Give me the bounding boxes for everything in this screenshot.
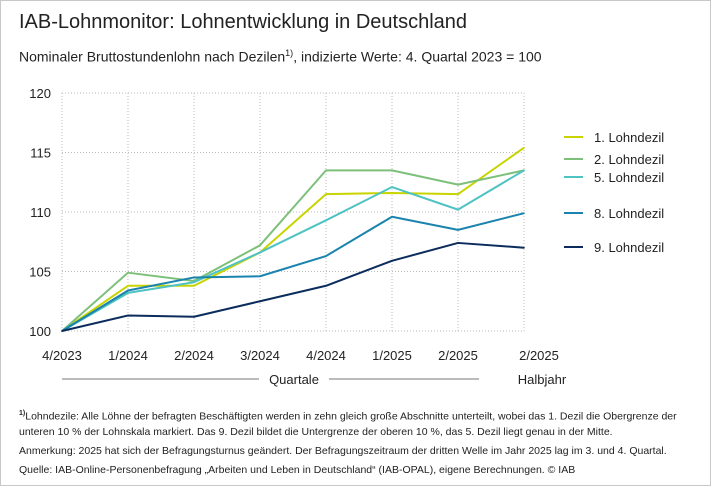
data-point	[523, 212, 525, 214]
data-point	[259, 275, 261, 278]
y-tick-label: 115	[30, 146, 51, 161]
data-point	[259, 244, 261, 247]
series-line-4	[61, 212, 525, 332]
legend-label: 1. Lohndezil	[594, 130, 664, 145]
subtitle-text: Nominaler Bruttostundenlohn nach Dezilen	[19, 48, 286, 65]
x-tick-label: 2/2025	[438, 348, 478, 363]
data-point	[259, 300, 261, 303]
data-point	[325, 284, 327, 287]
data-point	[193, 284, 195, 287]
data-point	[127, 314, 129, 317]
series-line-2	[61, 169, 525, 332]
y-tick-label: 110	[30, 205, 51, 220]
y-tick-label: 120	[29, 86, 51, 101]
x-tick-label: 2/2025	[519, 348, 559, 363]
y-tick-label: 100	[29, 324, 51, 339]
data-point	[127, 292, 129, 294]
data-point	[325, 193, 327, 195]
data-point	[523, 169, 525, 172]
legend-label: 8. Lohndezil	[594, 206, 664, 221]
group-label-quartale: Quartale	[269, 372, 319, 387]
data-point	[457, 229, 459, 231]
series-line-3	[61, 169, 525, 332]
data-point	[523, 146, 525, 149]
data-point	[457, 242, 459, 244]
footnote-text: Lohndezile: Alle Löhne der befragten Bes…	[19, 410, 677, 438]
legend-label: 9. Lohndezil	[594, 240, 664, 255]
x-tick-label: 4/2024	[306, 348, 346, 363]
subtitle-footnote-mark: 1)	[285, 48, 294, 58]
data-point	[457, 183, 459, 186]
data-point	[391, 259, 393, 262]
data-point	[325, 255, 327, 257]
data-point	[127, 289, 129, 292]
series-line-5	[61, 241, 525, 332]
data-point	[325, 219, 327, 222]
x-tick-label: 3/2024	[240, 348, 280, 363]
data-point	[457, 193, 459, 195]
remark: Anmerkung: 2025 hat sich der Befragungst…	[19, 444, 667, 457]
data-point	[523, 246, 525, 249]
chart-title: IAB-Lohnmonitor: Lohnentwicklung in Deut…	[19, 11, 468, 33]
data-point	[325, 169, 327, 172]
data-point	[193, 281, 195, 284]
x-tick-label: 2/2024	[174, 348, 214, 363]
legend-label: 5. Lohndezil	[594, 170, 664, 185]
data-point	[259, 251, 261, 254]
series-line-1	[61, 146, 525, 332]
data-point	[127, 284, 129, 287]
source: Quelle: IAB-Online-Personenbefragung „Ar…	[19, 463, 576, 476]
x-tick-label: 1/2024	[108, 348, 148, 363]
footnote: 1)Lohndezile: Alle Löhne der befragten B…	[19, 406, 709, 440]
x-tick-label: 1/2025	[372, 348, 412, 363]
subtitle-text-rest: , indizierte Werte: 4. Quartal 2023 = 10…	[293, 48, 542, 65]
data-point	[391, 192, 393, 194]
group-label-halbjahr: Halbjahr	[518, 372, 567, 387]
footnote-mark: 1)	[19, 410, 26, 417]
data-point	[61, 330, 63, 332]
data-point	[391, 169, 393, 172]
data-point	[391, 186, 393, 188]
data-point	[457, 208, 459, 211]
notes: 1)Lohndezile: Alle Löhne der befragten B…	[19, 406, 709, 482]
data-point	[391, 215, 393, 218]
line-chart: 100 105 110 115 120 4/2023 1/2024 2/2024 3/2024 4…	[29, 86, 664, 387]
x-tick-label: 4/2023	[42, 348, 82, 363]
y-tick-label: 105	[29, 265, 51, 280]
data-point	[193, 315, 195, 318]
data-point	[193, 276, 195, 279]
legend-label: 2. Lohndezil	[594, 152, 664, 167]
chart-subtitle: Nominaler Bruttostundenlohn nach Dezilen…	[19, 48, 542, 65]
data-point	[127, 271, 129, 274]
